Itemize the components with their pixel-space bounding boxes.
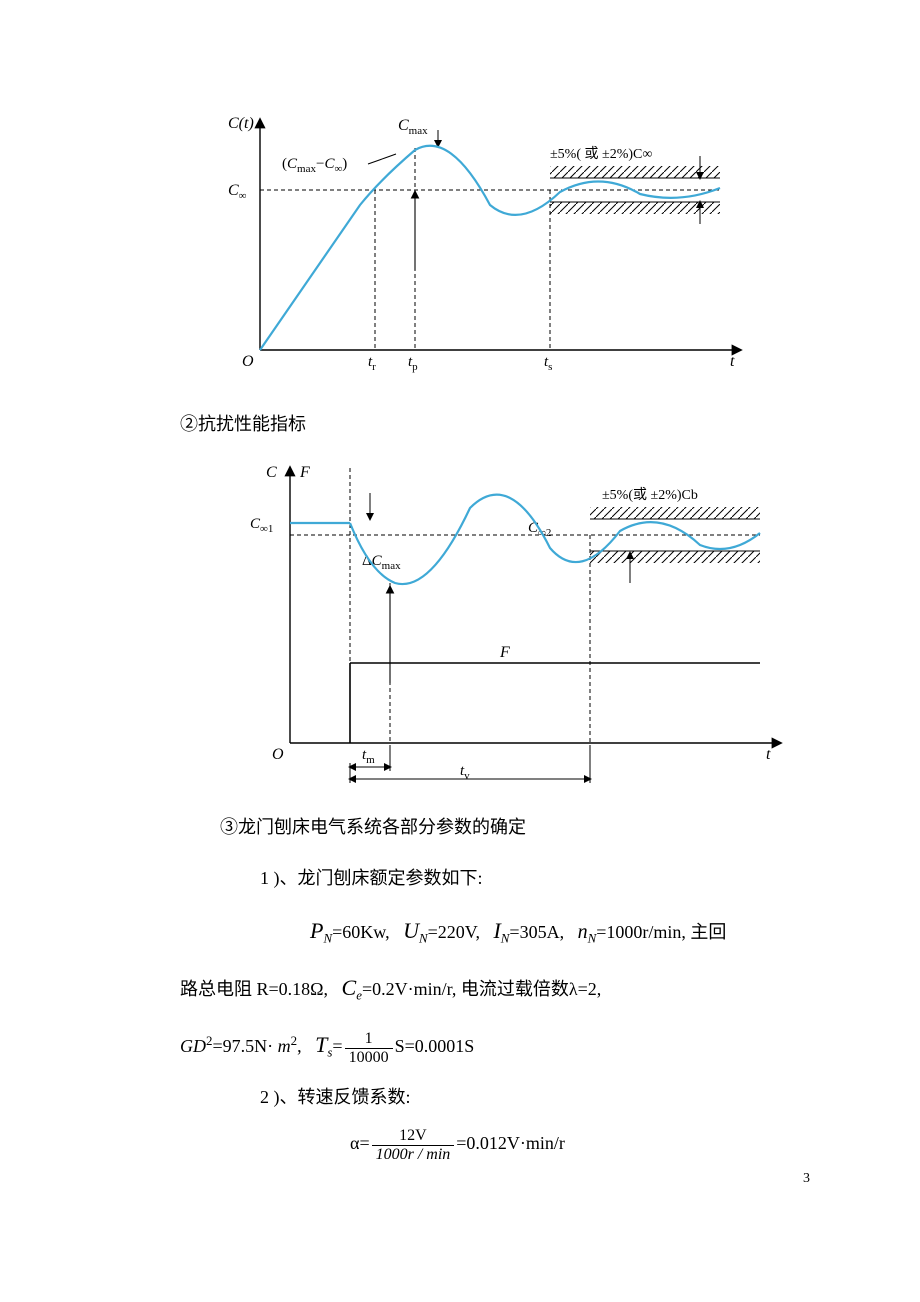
item-2-heading: 2 )、转速反馈系数: — [180, 1074, 820, 1121]
disturbance-response-chart: C F O C∞1 C∞2 ±5%(或 ±2%)Cb ΔCmax — [180, 453, 820, 798]
alpha-formula: α=12V1000r / min=0.012V·min/r — [180, 1120, 820, 1167]
ts-label: ts — [544, 354, 552, 373]
origin-label: O — [242, 353, 254, 370]
y-axis-f-label: F — [299, 464, 310, 481]
rated-params-line-1: PN=60Kw, UN=220V, IN=305A, nN=1000r/min,… — [180, 902, 820, 959]
rated-params-line-2: 路总电阻 R=0.18Ω, Ce=0.2V·min/r, 电流过载倍数λ=2, — [180, 959, 820, 1016]
origin-2-label: O — [272, 746, 284, 763]
tp-label: tp — [408, 354, 418, 373]
x-axis-2-var: t — [766, 746, 771, 763]
cmax-label: Cmax — [398, 117, 428, 137]
tr-label: tr — [368, 354, 376, 373]
c-infinity-label: C∞ — [228, 182, 247, 202]
section-3-heading: ③龙门刨床电气系统各部分参数的确定 — [180, 808, 820, 848]
tolerance-band-2-label: ±5%(或 ±2%)Cb — [602, 487, 698, 503]
rated-params-line-3: GD2=97.5N· m2, Ts=110000S=0.0001S — [180, 1016, 820, 1073]
step-response-chart: C(t) O C∞ ±5%( 或 ±2%)C∞ Cmax (Cmax−C∞) — [180, 100, 820, 395]
y-axis-label: C(t) — [228, 115, 254, 132]
x-axis-var: t — [730, 353, 735, 370]
page-number: 3 — [803, 1171, 810, 1187]
cinf1-label: C∞1 — [250, 516, 273, 535]
step-f-label: F — [499, 644, 510, 661]
item-1-heading: 1 )、龙门刨床额定参数如下: — [180, 855, 820, 902]
y-axis-c-label: C — [266, 464, 277, 481]
cmax-minus-cinf-label: (Cmax−C∞) — [282, 156, 347, 175]
tolerance-band-label: ±5%( 或 ±2%)C∞ — [550, 146, 652, 162]
delta-cmax-label: ΔCmax — [362, 553, 401, 572]
section-2-heading: ②抗扰性能指标 — [180, 405, 820, 445]
tm-label: tm — [362, 747, 375, 766]
